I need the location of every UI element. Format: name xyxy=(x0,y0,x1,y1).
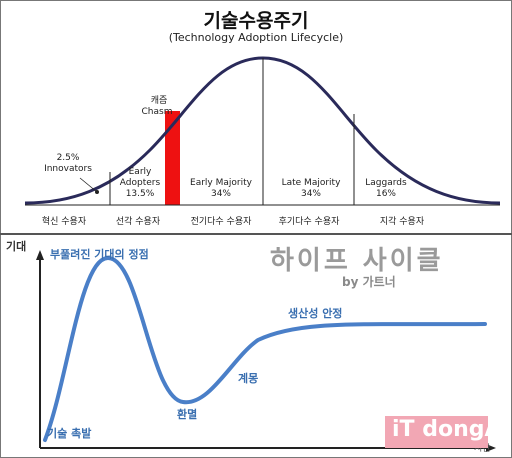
phase-trough-of-disillusionment: 환멸 xyxy=(177,408,198,421)
y-axis-arrow xyxy=(36,250,44,260)
chasm-label-ko: 캐즘 xyxy=(150,96,168,106)
watermark-logo: iT dongA xyxy=(392,417,502,442)
watermark-box xyxy=(385,416,488,448)
early-majority-label: Early Majority 34% xyxy=(182,178,260,200)
innovators-leader-line xyxy=(79,177,98,193)
category-laggards: 지각 수용자 xyxy=(379,217,425,227)
innovators-label: 2.5% Innovators xyxy=(38,153,98,175)
early-adopters-line2: Adopters xyxy=(119,178,161,188)
diagram-divider xyxy=(0,233,512,235)
phase-slope-of-enlightenment: 계몽 xyxy=(238,372,259,385)
laggards-label: Laggards 16% xyxy=(356,178,416,200)
x-axis-arrow xyxy=(486,444,496,452)
early-majority-name: Early Majority xyxy=(190,178,252,188)
category-late-majority: 후기다수 수용자 xyxy=(278,217,340,227)
innovators-percent: 2.5% xyxy=(56,153,80,163)
adoption-title: 기술수용주기 xyxy=(203,10,309,32)
hype-cycle-brand-title: 하이프 사이클 xyxy=(270,246,444,276)
late-majority-percent: 34% xyxy=(300,189,321,199)
y-axis-label: 기대 xyxy=(6,240,27,253)
category-early-adopters: 선각 수용자 xyxy=(115,217,161,227)
early-majority-percent: 34% xyxy=(210,189,231,199)
phase-peak-of-expectations: 부풀려진 기대의 정점 xyxy=(50,248,149,261)
chasm-bar xyxy=(165,111,180,205)
early-adopters-line1: Early xyxy=(128,167,152,177)
phase-plateau-of-productivity: 생산성 안정 xyxy=(288,307,343,320)
phase-technology-trigger: 기술 촉발 xyxy=(47,427,92,440)
laggards-name: Laggards xyxy=(365,178,407,188)
early-adopters-label: Early Adopters 13.5% xyxy=(112,167,168,200)
x-axis-label: 시간 xyxy=(474,444,491,454)
innovators-name: Innovators xyxy=(44,164,92,174)
late-majority-name: Late Majority xyxy=(281,178,341,188)
laggards-percent: 16% xyxy=(375,189,396,199)
category-innovators: 혁신 수용자 xyxy=(41,217,87,227)
category-early-majority: 전기다수 수용자 xyxy=(190,217,252,227)
adoption-subtitle: (Technology Adoption Lifecycle) xyxy=(168,31,344,44)
hype-cycle-brand-subtitle: by 가트너 xyxy=(342,275,396,289)
early-adopters-percent: 13.5% xyxy=(125,189,155,199)
late-majority-label: Late Majority 34% xyxy=(272,178,350,200)
chasm-label-en: Chasm xyxy=(141,107,173,117)
hype-cycle-curve xyxy=(43,255,487,442)
